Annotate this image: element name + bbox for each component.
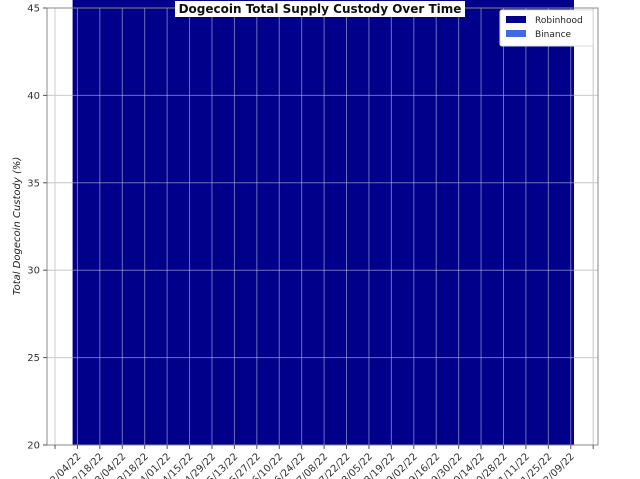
y-tick-label: 40 — [27, 91, 40, 102]
legend: Robinhood Binance — [499, 9, 594, 47]
legend-swatch-binance — [506, 30, 526, 37]
y-axis: 20 25 30 35 40 45 — [27, 4, 47, 452]
chart-title: Dogecoin Total Supply Custody Over Time — [179, 2, 462, 16]
legend-label-robinhood: Robinhood — [535, 16, 583, 26]
legend-label-binance: Binance — [535, 30, 572, 40]
y-tick-label: 35 — [27, 178, 40, 189]
y-tick-label: 20 — [27, 441, 40, 452]
y-axis-label: Total Dogecoin Custody (%) — [12, 157, 23, 296]
y-tick-label: 45 — [27, 4, 40, 15]
areas — [72, 0, 574, 445]
title-backdrop — [175, 1, 465, 17]
x-axis: 02/04/2202/18/2203/04/2203/18/2204/01/22… — [44, 445, 594, 479]
y-tick-label: 25 — [27, 353, 40, 364]
legend-swatch-robinhood — [506, 16, 526, 23]
area-robinhood — [72, 0, 574, 445]
y-tick-label: 30 — [27, 266, 40, 277]
